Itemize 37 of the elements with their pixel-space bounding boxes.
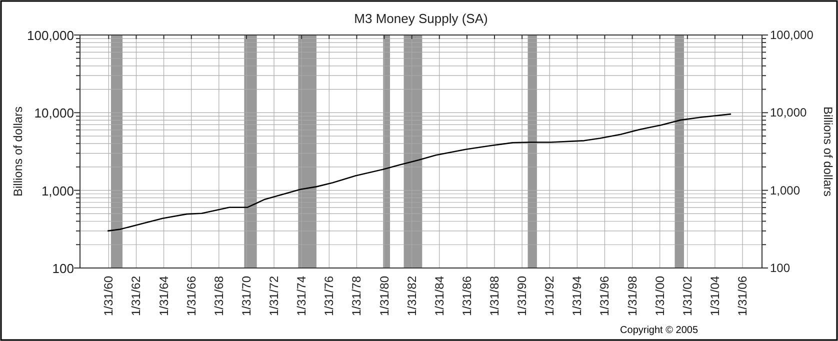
text: 1,000 (770, 183, 800, 198)
x-tick-label: 1/31/98 (625, 276, 640, 316)
y2-axis-title: Billions of dollars (821, 106, 835, 197)
text: Copyright © 2005 (620, 325, 698, 336)
text: 100,000 (770, 28, 814, 42)
chart-title: M3 Money Supply (SA) (354, 11, 488, 26)
x-tick-label: 1/31/66 (184, 276, 198, 316)
x-tick-label: 1/31/82 (404, 276, 419, 316)
y-tick-label: 100 (52, 261, 74, 276)
x-tick-label: 1/31/60 (102, 276, 116, 316)
x-tick-label: 1/31/80 (377, 276, 392, 316)
x-tick-label: 1/31/72 (267, 276, 282, 316)
y-tick-label: 10,000 (34, 106, 74, 121)
x-tick-label: 1/31/94 (570, 276, 584, 316)
x-tick-label: 1/31/84 (432, 276, 446, 316)
x-tick-label: 1/31/76 (322, 276, 336, 316)
x-tick-label: 1/31/90 (515, 276, 530, 316)
x-tick-label: 1/31/88 (487, 276, 502, 316)
text: 100 (770, 261, 790, 275)
x-tick-label: 1/31/74 (294, 276, 309, 316)
x-tick-label: 1/31/96 (598, 276, 612, 316)
x-tick-label: 1/31/86 (460, 276, 474, 316)
text: 10,000 (770, 106, 807, 120)
x-tick-label: 1/31/62 (129, 276, 144, 316)
x-tick-label: 1/31/02 (680, 276, 694, 316)
y-tick-label: 100,000 (27, 28, 74, 43)
x-tick-label: 1/31/00 (652, 276, 667, 316)
y-tick-label: 1,000 (41, 183, 74, 198)
x-tick-label: 1/31/04 (708, 276, 722, 316)
x-tick-label: 1/31/06 (736, 276, 750, 316)
x-tick-label: 1/31/68 (212, 276, 226, 316)
x-tick-label: 1/31/64 (156, 276, 171, 316)
x-tick-label: 1/31/92 (542, 276, 557, 316)
y-axis-title: Billions of dollars (11, 106, 25, 197)
line-series (106, 113, 732, 232)
x-tick-label: 1/31/78 (350, 276, 364, 316)
x-tick-label: 1/31/70 (239, 276, 254, 316)
